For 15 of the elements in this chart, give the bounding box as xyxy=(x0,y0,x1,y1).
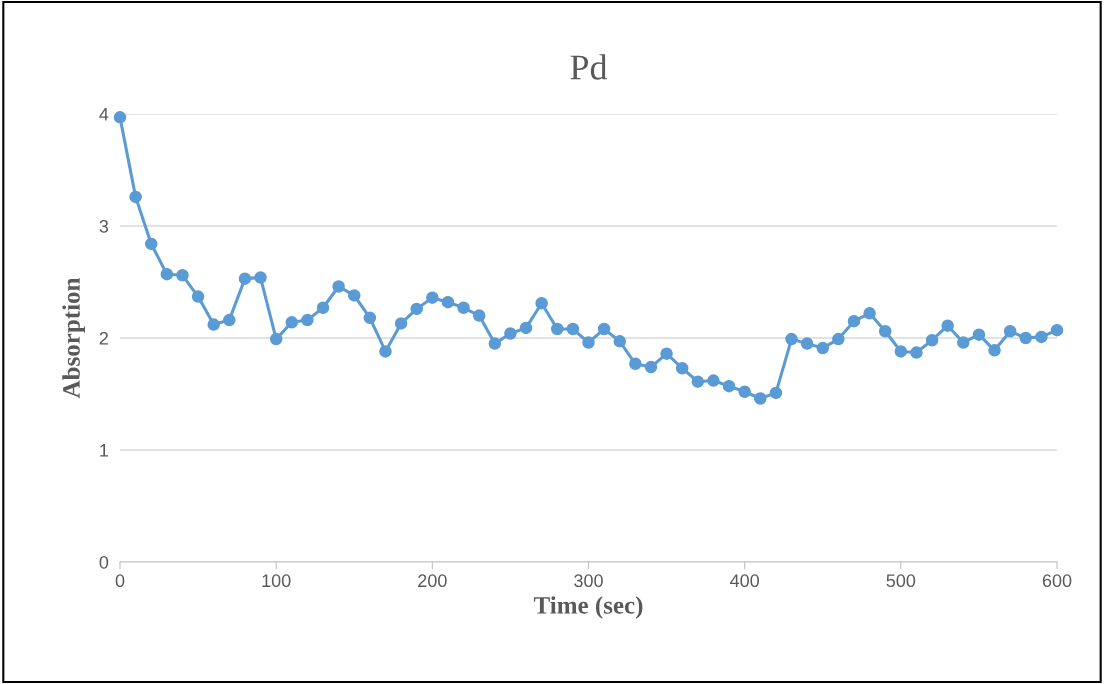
x-tick-label: 300 xyxy=(574,574,603,588)
x-tick-label: 0 xyxy=(115,574,125,588)
y-tick-label: 4 xyxy=(99,108,109,121)
x-tick-label: 600 xyxy=(1042,574,1072,588)
y-tick-label: 1 xyxy=(100,444,109,457)
x-tick-label: 100 xyxy=(262,574,291,588)
x-axis-title: Time (sec) xyxy=(533,596,643,619)
x-tick-label: 400 xyxy=(730,574,760,588)
y-tick-label: 2 xyxy=(99,331,108,345)
x-tick-label: 200 xyxy=(418,574,447,588)
y-tick-label: 0 xyxy=(99,555,109,569)
y-tick-label: 3 xyxy=(99,219,109,233)
y-axis-title: Absorption xyxy=(62,277,85,399)
chart-title: Pd xyxy=(570,54,608,80)
x-tick-label: 500 xyxy=(886,574,916,588)
